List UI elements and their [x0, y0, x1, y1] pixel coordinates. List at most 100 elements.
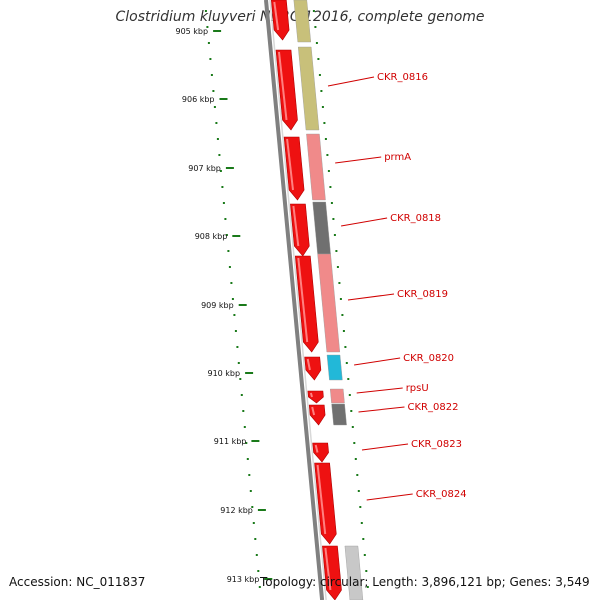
gc-dot — [215, 122, 218, 124]
gc-dot — [321, 106, 324, 108]
gc-dot — [350, 410, 353, 412]
function-color-track — [293, 0, 364, 600]
label-leader — [358, 406, 405, 413]
gc-dot — [228, 266, 231, 268]
gc-dot — [230, 282, 233, 284]
gc-dot — [246, 458, 249, 460]
cds-shine — [292, 205, 300, 247]
label-leader — [356, 387, 403, 394]
gc-dot — [354, 458, 357, 460]
gc-dot — [243, 426, 246, 428]
gc-dot — [254, 538, 257, 540]
accession-text: Accession: NC_011837 — [9, 575, 146, 589]
gc-dot — [206, 26, 209, 28]
cds-shine — [324, 547, 332, 591]
gc-dot — [213, 106, 216, 108]
function-block — [293, 0, 312, 43]
gc-dot — [348, 394, 351, 396]
genome-backbone — [264, 0, 327, 600]
gc-dot — [239, 378, 242, 380]
gc-dot-track — [204, 10, 369, 588]
gc-dot — [209, 58, 212, 60]
gc-dot — [234, 330, 237, 332]
gc-dot — [347, 378, 350, 380]
gene-label-rpsu: rpsU — [406, 383, 429, 394]
gc-dot — [315, 42, 318, 44]
cds-shine — [278, 51, 288, 121]
gene-label-ckr_0816: CKR_0816 — [377, 72, 428, 83]
gc-dot — [314, 26, 317, 28]
label-leader — [327, 76, 375, 87]
gc-dot — [341, 314, 344, 316]
gc-dot — [326, 154, 329, 156]
gene-label-ckr_0819: CKR_0819 — [397, 289, 448, 300]
gene-label-ckr_0822: CKR_0822 — [408, 402, 459, 413]
gc-dot — [365, 570, 368, 572]
cds-track — [270, 0, 342, 600]
tick-label: 912 kbp — [220, 506, 253, 515]
gc-dot — [344, 346, 347, 348]
tick-label: 907 kbp — [188, 164, 221, 173]
backbone-highlight — [269, 0, 327, 600]
genome-stats-text: Topology: circular; Length: 3,896,121 bp… — [260, 575, 590, 589]
gc-dot — [216, 138, 219, 140]
gc-dot — [231, 298, 234, 300]
gc-dot — [335, 250, 338, 252]
label-leader — [366, 493, 413, 501]
gc-dot — [251, 506, 254, 508]
tick-label: 906 kbp — [182, 95, 215, 104]
tick-label: 913 kbp — [227, 575, 260, 584]
gc-dot — [207, 42, 210, 44]
tick-label: 908 kbp — [195, 232, 228, 241]
gc-dot — [363, 554, 366, 556]
gc-dot — [345, 362, 348, 364]
cds-shine — [311, 406, 316, 416]
gc-dot — [317, 58, 320, 60]
gc-dot — [353, 442, 356, 444]
gc-dot — [225, 234, 228, 236]
tick-label: 910 kbp — [207, 369, 240, 378]
gc-dot — [360, 522, 363, 524]
gc-dot — [224, 218, 227, 220]
function-block — [326, 354, 343, 381]
gc-dot — [255, 554, 258, 556]
gc-dot — [242, 410, 245, 412]
gene-label-ckr_0823: CKR_0823 — [411, 439, 462, 450]
gc-dot — [329, 186, 332, 188]
tick-label: 905 kbp — [175, 27, 208, 36]
gc-dot — [245, 442, 248, 444]
gc-dot — [218, 154, 221, 156]
label-leader — [341, 217, 388, 227]
gene-label-ckr_0818: CKR_0818 — [390, 213, 441, 224]
tick-label: 909 kbp — [201, 301, 234, 310]
function-block — [306, 133, 326, 201]
gc-dot — [356, 474, 359, 476]
label-leader — [354, 357, 401, 366]
gene-label-ckr_0820: CKR_0820 — [403, 353, 454, 364]
function-block — [329, 388, 345, 404]
gc-dot — [333, 234, 336, 236]
gc-dot — [240, 394, 243, 396]
gc-dot — [351, 426, 354, 428]
gc-dot — [219, 170, 222, 172]
gc-dot — [312, 10, 315, 12]
gene-label-ckr_0824: CKR_0824 — [416, 489, 467, 500]
label-leader — [361, 443, 409, 451]
gene-label-track: CKR_0816 prmA CKR_0818 CKR_0819 CKR_0820 rpsU… — [327, 72, 467, 501]
cds-shine — [316, 464, 327, 535]
gc-dot — [330, 202, 333, 204]
gc-dot — [257, 570, 260, 572]
label-leader — [347, 293, 395, 301]
gc-dot — [336, 266, 339, 268]
gc-dot — [362, 538, 365, 540]
function-block — [344, 545, 364, 600]
gc-dot — [236, 346, 239, 348]
cds-shine — [297, 257, 309, 343]
gc-dot — [252, 522, 255, 524]
gc-dot — [221, 186, 224, 188]
gc-dot — [222, 202, 225, 204]
cds-shine — [273, 1, 280, 31]
gc-dot — [204, 10, 207, 12]
function-block — [297, 46, 320, 131]
gc-dot — [332, 218, 335, 220]
